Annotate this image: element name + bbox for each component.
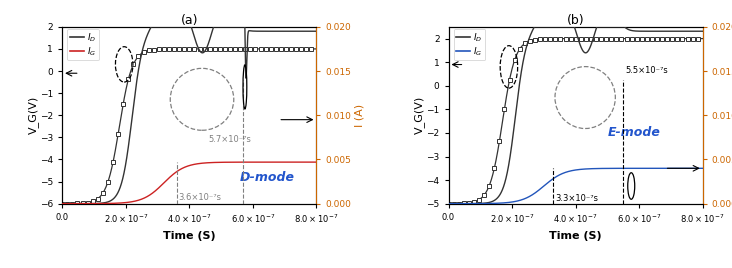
Y-axis label: V_G(V): V_G(V) bbox=[28, 96, 39, 134]
Text: 3.6×10⁻⁷s: 3.6×10⁻⁷s bbox=[178, 193, 221, 202]
Text: E-mode: E-mode bbox=[608, 126, 660, 139]
Text: 5.5×10⁻⁷s: 5.5×10⁻⁷s bbox=[625, 66, 668, 75]
Text: 5.7×10⁻⁷s: 5.7×10⁻⁷s bbox=[209, 135, 251, 144]
Legend: $I_D$, $I_G$: $I_D$, $I_G$ bbox=[454, 29, 485, 60]
Title: (a): (a) bbox=[181, 14, 198, 27]
Text: 3.3×10⁻⁷s: 3.3×10⁻⁷s bbox=[555, 194, 598, 203]
Text: D-mode: D-mode bbox=[240, 171, 295, 184]
Y-axis label: V_G(V): V_G(V) bbox=[414, 96, 425, 134]
X-axis label: Time (S): Time (S) bbox=[549, 231, 602, 241]
X-axis label: Time (S): Time (S) bbox=[163, 231, 216, 241]
Title: (b): (b) bbox=[567, 14, 584, 27]
Y-axis label: I (A): I (A) bbox=[354, 104, 364, 127]
Legend: $I_D$, $I_G$: $I_D$, $I_G$ bbox=[67, 29, 99, 60]
